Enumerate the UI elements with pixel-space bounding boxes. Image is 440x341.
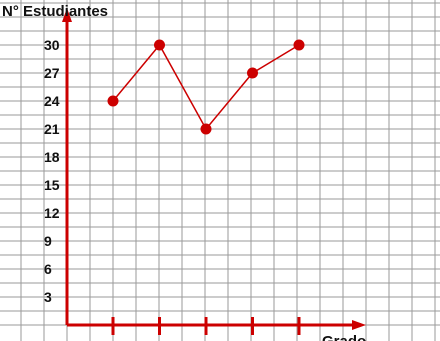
y-axis-label: N° Estudiantes xyxy=(2,3,108,20)
axes xyxy=(62,8,366,330)
y-tick-label: 27 xyxy=(44,65,60,81)
x-ticks xyxy=(111,317,301,335)
series xyxy=(107,39,305,135)
y-tick-label: 12 xyxy=(44,205,60,221)
x-axis-arrow xyxy=(352,320,366,330)
y-tick-label: 3 xyxy=(44,289,52,305)
y-tick-label: 30 xyxy=(44,37,60,53)
y-tick-label: 24 xyxy=(44,93,60,109)
data-point xyxy=(154,39,165,51)
y-tick-label: 15 xyxy=(44,177,60,193)
y-axis-arrow xyxy=(62,8,72,22)
y-ticks: 3 6 9 12 15 18 21 24 27 30 xyxy=(44,37,60,305)
data-point xyxy=(247,67,258,79)
y-tick-label: 21 xyxy=(44,121,60,137)
data-point xyxy=(200,123,212,135)
data-point xyxy=(107,95,119,107)
y-tick-label: 6 xyxy=(44,261,52,277)
data-point xyxy=(293,39,305,51)
x-axis-label: Grado xyxy=(322,333,366,341)
y-tick-label: 18 xyxy=(44,149,60,165)
y-tick-label: 9 xyxy=(44,233,52,249)
